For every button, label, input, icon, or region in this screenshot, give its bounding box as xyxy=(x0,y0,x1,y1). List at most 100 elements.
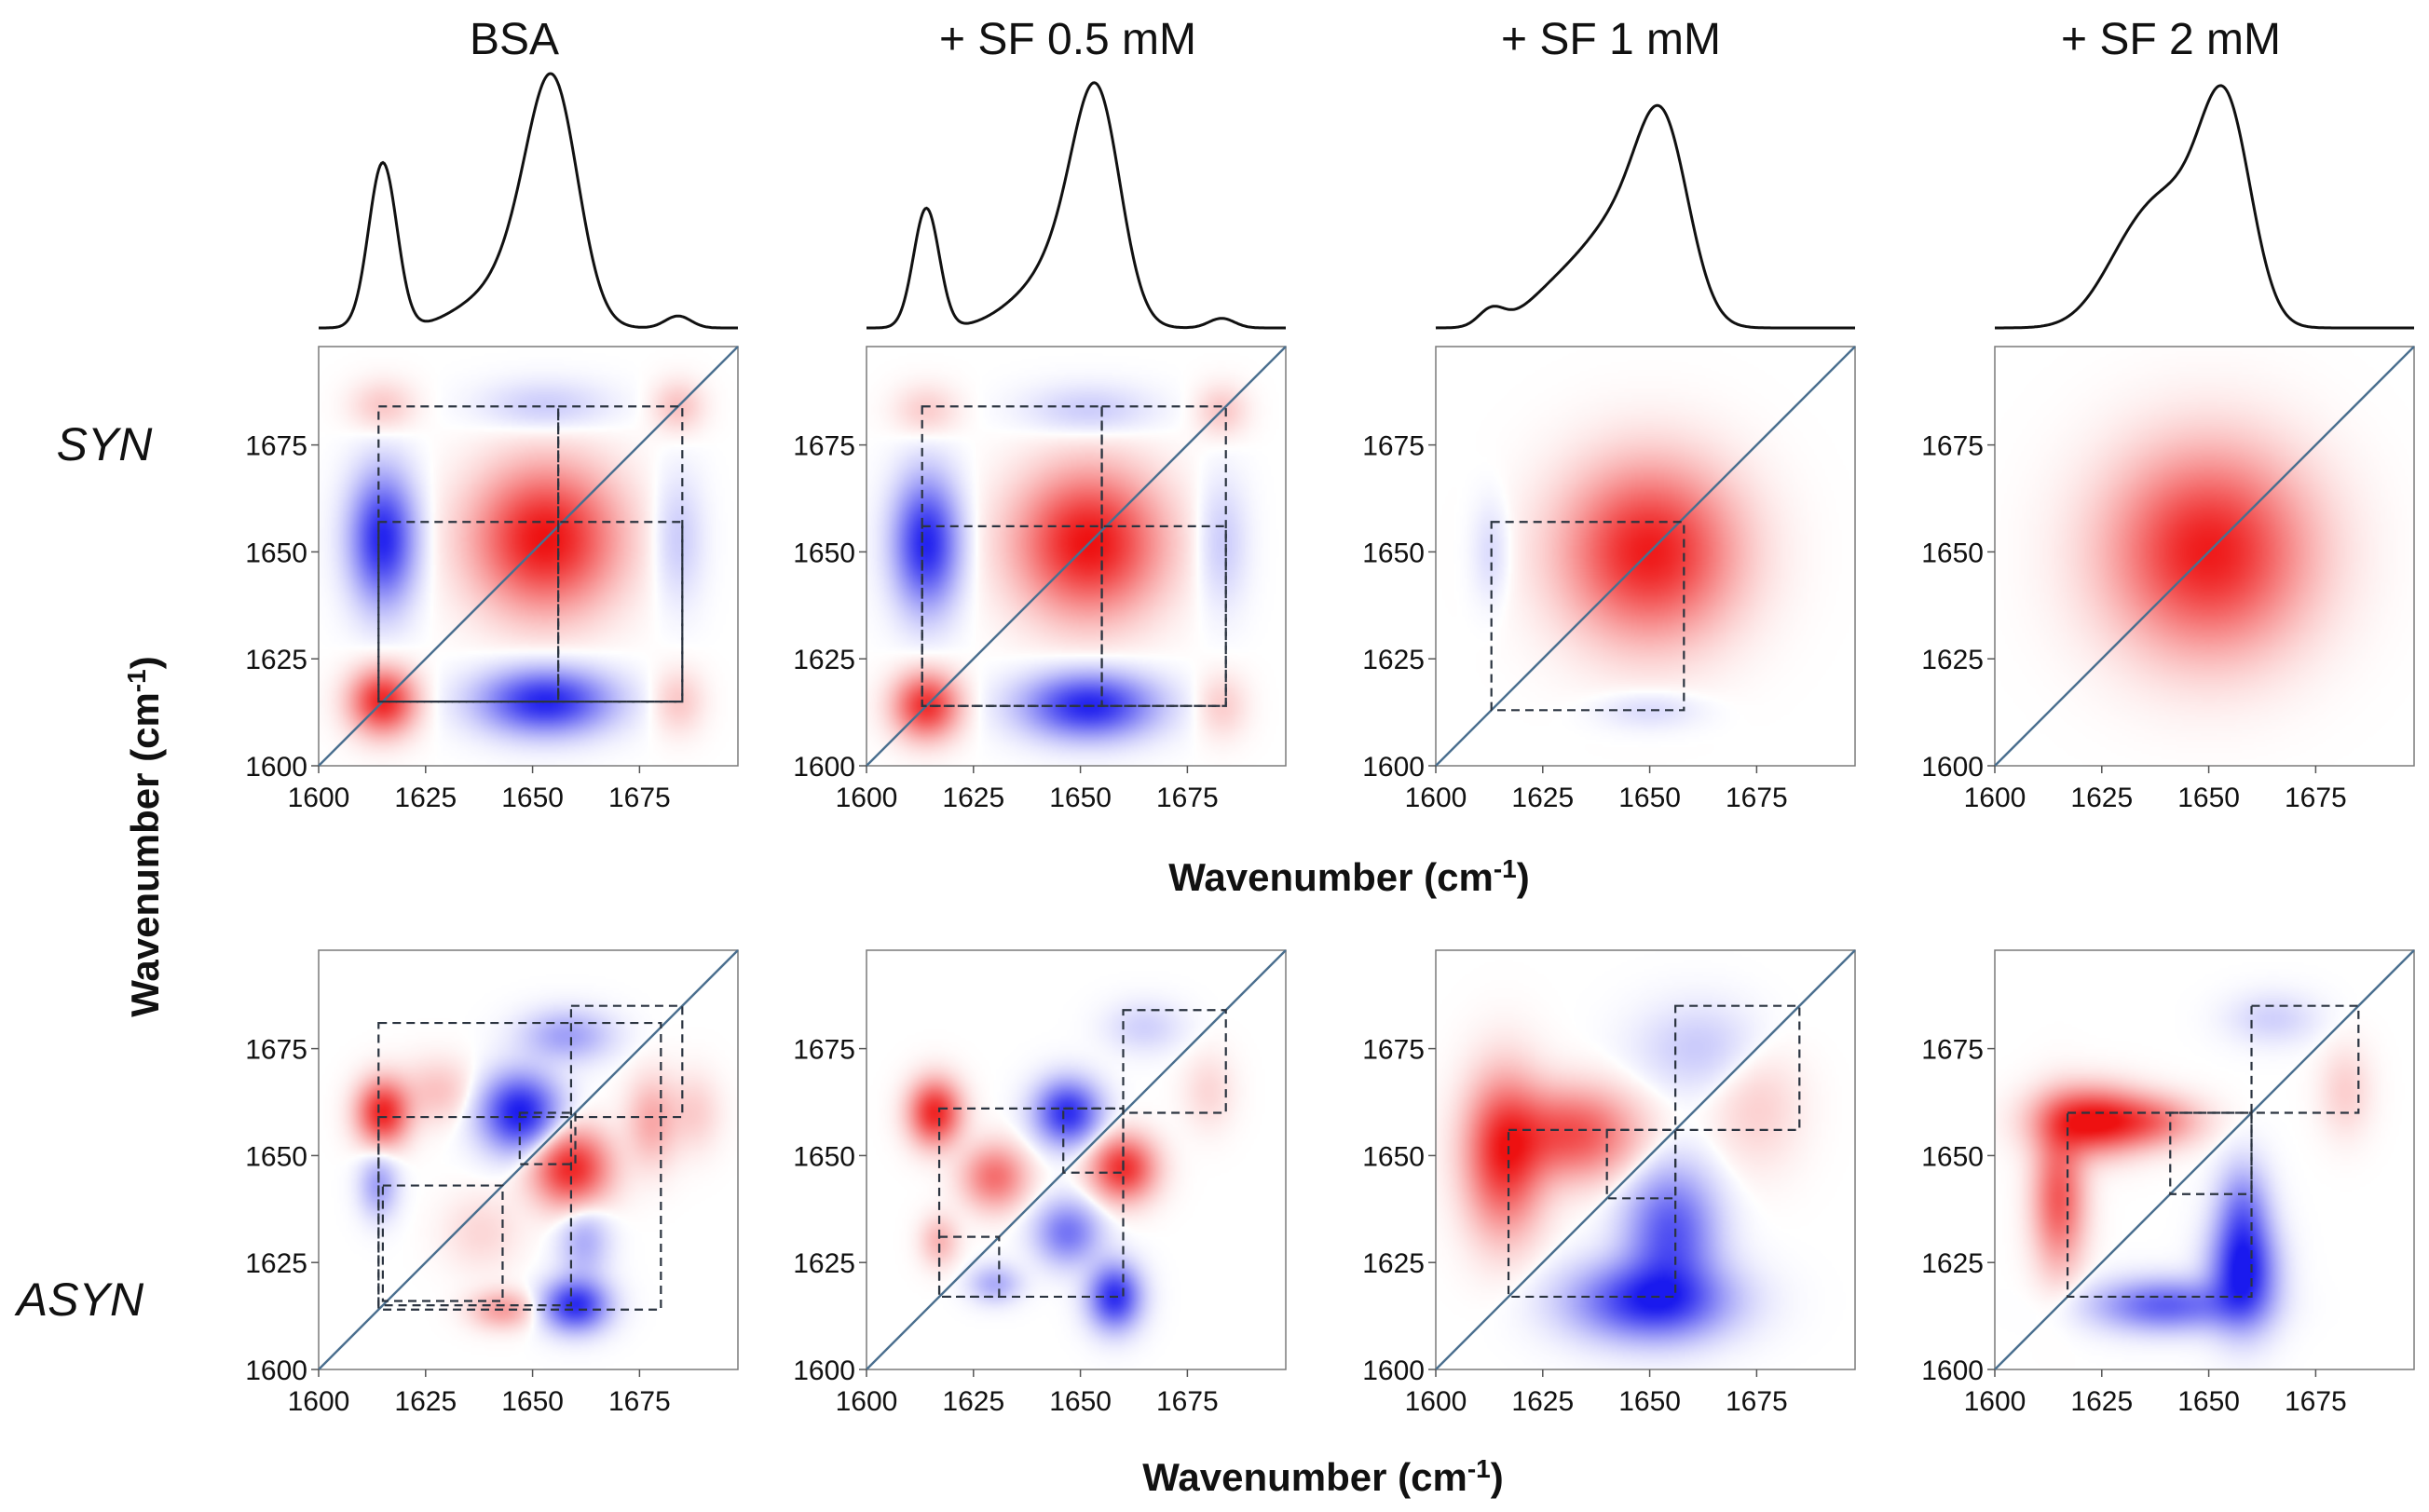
x-tick-label: 1675 xyxy=(2285,783,2347,813)
diagonal-line xyxy=(318,346,739,767)
y-tick-label: 1600 xyxy=(793,752,855,783)
x-tick-label: 1625 xyxy=(2070,783,2133,813)
x-tick-label: 1675 xyxy=(1156,783,1219,813)
y-tick-label: 1650 xyxy=(1362,1141,1425,1172)
spectra-layer xyxy=(319,72,2414,330)
x-tick-label: 1600 xyxy=(836,783,898,813)
diagonal-line xyxy=(1435,949,1856,1370)
cross-peak-box xyxy=(557,405,684,703)
row-label-asyn: ASYN xyxy=(14,1274,144,1326)
y-tick-label: 1650 xyxy=(1362,538,1425,568)
x-tick-label: 1600 xyxy=(1964,783,2026,813)
x-tick-label: 1600 xyxy=(288,783,350,813)
x-axis-title-asynchronous: Wavenumber (cm-1) xyxy=(1142,1454,1503,1499)
diagonal-line xyxy=(1435,346,1856,767)
y-tick-label: 1600 xyxy=(245,752,307,783)
diagonal-line xyxy=(1994,346,2415,767)
plot-frame xyxy=(1435,346,1856,767)
plot-frame xyxy=(866,346,1287,767)
x-tick-label: 1600 xyxy=(1964,1386,2026,1417)
y-tick-label: 1650 xyxy=(793,1141,855,1172)
cross-peak-box xyxy=(2066,1111,2253,1299)
y-tick-label: 1625 xyxy=(245,1248,307,1279)
column-title-sf-2mm: + SF 2 mM xyxy=(2061,15,2281,64)
y-tick-label: 1650 xyxy=(245,538,307,568)
plot-frame xyxy=(1994,949,2415,1370)
y-tick-label: 1675 xyxy=(1921,431,1984,462)
x-tick-label: 1600 xyxy=(1405,783,1467,813)
y-axis-title: Wavenumber (cm-1) xyxy=(122,656,167,1016)
x-tick-label: 1600 xyxy=(836,1386,898,1417)
y-tick-label: 1650 xyxy=(245,1141,307,1172)
plot-frame xyxy=(1435,949,1856,1370)
cross-peak-box xyxy=(937,1107,1125,1299)
cross-peak-box xyxy=(921,405,1103,707)
y-tick-label: 1650 xyxy=(1921,538,1984,568)
cross-peak-box xyxy=(377,1115,573,1307)
amide-spectrum-line xyxy=(867,81,1286,330)
cross-peak-box xyxy=(1674,1004,1801,1131)
x-tick-label: 1650 xyxy=(1049,783,1112,813)
x-tick-label: 1650 xyxy=(2177,783,2240,813)
cross-peak-box xyxy=(1100,405,1227,707)
x-axis-title-synchronous: Wavenumber (cm-1) xyxy=(1168,854,1529,899)
x-tick-label: 1625 xyxy=(942,1386,1004,1417)
x-tick-label: 1600 xyxy=(1405,1386,1467,1417)
y-tick-label: 1675 xyxy=(245,431,307,462)
y-tick-label: 1675 xyxy=(1921,1035,1984,1066)
x-tick-label: 1650 xyxy=(501,1386,564,1417)
cross-peak-box xyxy=(1490,521,1685,712)
x-tick-label: 1675 xyxy=(1156,1386,1219,1417)
x-tick-label: 1625 xyxy=(394,783,457,813)
amide-spectrum-line xyxy=(1995,84,2414,330)
column-title-bsa: BSA xyxy=(470,15,559,64)
x-tick-label: 1675 xyxy=(608,1386,671,1417)
y-tick-label: 1625 xyxy=(793,645,855,675)
x-axis-title-superscript: -1 xyxy=(1494,854,1517,883)
row-label-syn: SYN xyxy=(57,418,154,470)
x-tick-label: 1650 xyxy=(1618,1386,1681,1417)
y-tick-label: 1650 xyxy=(1921,1141,1984,1172)
y-tick-label: 1625 xyxy=(1362,645,1425,675)
cross-peak-box xyxy=(2169,1111,2253,1195)
cross-peak-box xyxy=(921,524,1227,707)
y-axis-title-close: ) xyxy=(123,656,167,669)
y-tick-label: 1625 xyxy=(245,645,307,675)
cross-peak-box xyxy=(937,1235,1001,1299)
amide-spectrum-line xyxy=(1435,103,1855,330)
y-tick-label: 1600 xyxy=(1362,752,1425,783)
plot-frame xyxy=(866,949,1287,1370)
diagonal-line xyxy=(866,346,1287,767)
x-tick-label: 1600 xyxy=(288,1386,350,1417)
y-tick-label: 1625 xyxy=(793,1248,855,1279)
y-tick-label: 1600 xyxy=(1921,1355,1984,1386)
diagonal-line xyxy=(318,949,739,1370)
y-tick-label: 1675 xyxy=(245,1035,307,1066)
x-axis-title-close: ) xyxy=(1517,855,1530,899)
x-tick-label: 1625 xyxy=(1511,1386,1574,1417)
x-tick-label: 1675 xyxy=(1726,783,1788,813)
amide-spectrum-line xyxy=(319,72,738,330)
plot-frame xyxy=(1994,346,2415,767)
cross-peak-box xyxy=(1122,1009,1227,1114)
x-tick-label: 1650 xyxy=(501,783,564,813)
y-tick-label: 1675 xyxy=(793,1035,855,1066)
x-tick-label: 1625 xyxy=(942,783,1004,813)
y-tick-label: 1600 xyxy=(1362,1355,1425,1386)
cross-peak-box xyxy=(1605,1128,1677,1200)
cross-peak-box xyxy=(377,1021,662,1311)
x-tick-label: 1625 xyxy=(394,1386,457,1417)
y-tick-label: 1600 xyxy=(1921,752,1984,783)
x-tick-label: 1625 xyxy=(1511,783,1574,813)
cross-peak-box xyxy=(381,1184,504,1302)
diagonal-line xyxy=(866,949,1287,1370)
y-tick-label: 1675 xyxy=(793,431,855,462)
